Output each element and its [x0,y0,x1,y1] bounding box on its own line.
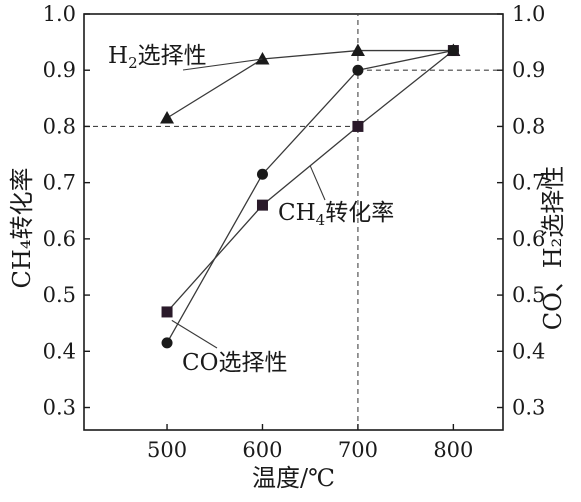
series-line-triangle [166,49,454,119]
y-right-tick-label-3: 0.6 [512,227,545,251]
y-right-tick-label-2: 0.5 [512,283,545,307]
plot-frame [83,13,504,431]
y-right-tick-label-4: 0.7 [512,171,545,195]
annotation-label-1: CH4转化率 [278,200,394,229]
annotation-leader-1 [309,165,326,201]
x-tick-label-3: 800 [433,438,473,462]
x-tick-label-0: 500 [147,438,187,462]
series-triangle-point-0 [160,111,175,124]
x-tick-label-1: 600 [242,438,282,462]
y-left-tick-label-6: 0.9 [43,58,76,82]
annotation-leader-2 [171,319,218,349]
y-left-tick-label-3: 0.6 [43,227,76,251]
annotation-label-0: H2选择性 [108,43,207,72]
series-square-point-1 [256,199,268,211]
series-circle-point-2 [352,64,364,76]
y-right-tick-label-6: 0.9 [512,58,545,82]
series-circle-point-1 [256,168,268,180]
series-circle-point-3 [447,45,459,57]
y-right-tick-label-0: 0.3 [512,396,545,420]
annotation-label-tail-1: 转化率 [325,200,394,226]
annotation-leader-0 [182,58,263,71]
y-left-tick-label-7: 1.0 [43,2,76,26]
annotation-label-main-1: CH [278,200,316,226]
series-circle-point-0 [161,337,173,349]
series-square-point-0 [161,306,173,318]
annotation-label-main-0: H [108,43,128,69]
y-left-tick-label-2: 0.5 [43,283,76,307]
annotation-label-sub-0: 2 [128,54,138,72]
y-left-tick-label-1: 0.4 [43,339,76,363]
annotation-label-2: CO选择性 [182,350,287,376]
annotation-label-sub-1: 4 [316,211,326,229]
y-right-tick-label-7: 1.0 [512,2,545,26]
series-triangle-point-2 [350,43,365,57]
series-line-square [166,50,454,313]
x-tick-label-2: 700 [338,438,378,462]
annotation-label-main-2: CO选择性 [182,350,287,376]
y-right-tick-label-5: 0.8 [512,114,545,138]
y-left-tick-label-0: 0.3 [43,396,76,420]
y-axis-right-label: CO、H₂选择性 [539,166,567,331]
y-left-tick-label-4: 0.7 [43,171,76,195]
y-left-tick-label-5: 0.8 [43,114,76,138]
series-square-point-2 [352,120,364,132]
y-right-tick-label-1: 0.4 [512,339,545,363]
series-line-circle [166,49,454,344]
annotation-label-tail-0: 选择性 [138,43,207,69]
x-axis-label: 温度/℃ [252,464,335,492]
series-triangle-point-1 [255,51,270,65]
y-axis-left-label: CH₄转化率 [8,168,36,289]
